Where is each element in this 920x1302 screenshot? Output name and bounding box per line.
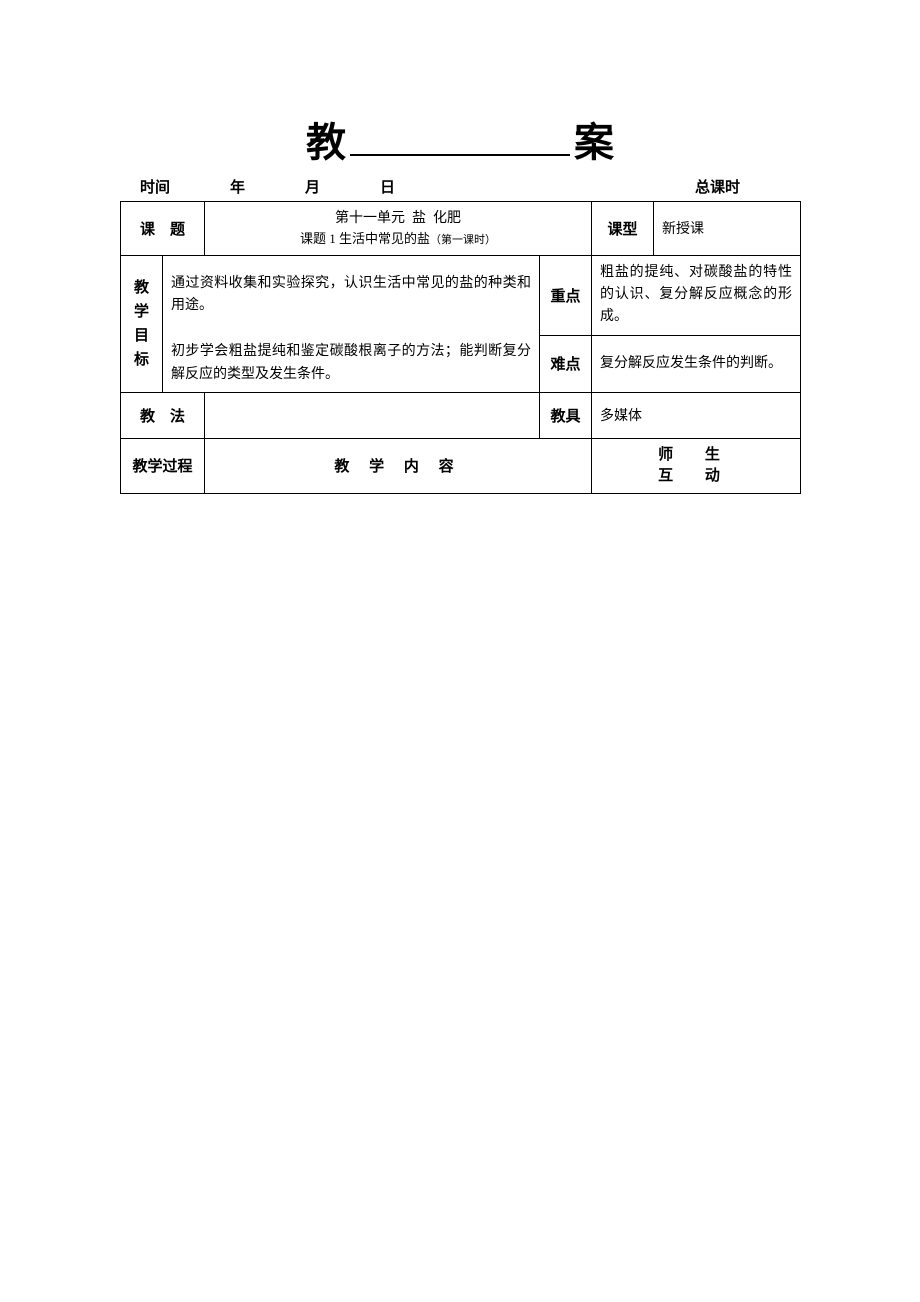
method-label-1: 教: [140, 409, 155, 425]
content-label: 教 学 内 容: [205, 438, 592, 493]
title-underline: [350, 120, 570, 156]
topic-label-2: 题: [170, 222, 185, 238]
topic-label-cell: 课 题: [121, 202, 205, 256]
interaction-line1: 师 生: [658, 447, 734, 463]
goal-text-1: 通过资料收集和实验探究，认识生活中常见的盐的种类和用途。: [163, 255, 540, 335]
class-type-label: 课型: [592, 202, 654, 256]
meta-left: 时间 年 月 日: [140, 176, 415, 197]
topic-period: （第一课时）: [430, 234, 496, 246]
goal-label-2: 学: [134, 304, 149, 320]
topic-line2: 课题 1 生活中常见的盐（第一课时）: [213, 229, 583, 249]
title-char-2: 案: [574, 110, 614, 168]
title-char-1: 教: [306, 110, 346, 168]
goal-label-1: 教: [134, 280, 149, 296]
difficulty-label: 难点: [540, 335, 592, 392]
method-value-cell: [205, 392, 540, 438]
keypoint-text: 粗盐的提纯、对碳酸盐的特性的认识、复分解反应概念的形成。: [592, 255, 801, 335]
document-title: 教 案: [120, 110, 800, 168]
row-goal-keypoint: 教 学 目 标 通过资料收集和实验探究，认识生活中常见的盐的种类和用途。 重点 …: [121, 255, 801, 335]
goal-label-3: 目: [134, 328, 149, 344]
row-method: 教 法 教具 多媒体: [121, 392, 801, 438]
topic-title: 生活中常见的盐: [339, 231, 430, 246]
topic-salt: 盐: [412, 211, 426, 226]
process-label: 教学过程: [121, 438, 205, 493]
day-label: 日: [380, 176, 395, 197]
row-process-header: 教学过程 教 学 内 容 师 生 互 动: [121, 438, 801, 493]
interaction-label-cell: 师 生 互 动: [592, 438, 801, 493]
row-topic: 课 题 第十一单元 盐 化肥 课题 1 生活中常见的盐（第一课时） 课型 新授课: [121, 202, 801, 256]
topic-line1: 第十一单元 盐 化肥: [213, 208, 583, 229]
goal-label-4: 标: [134, 352, 149, 368]
meta-row: 时间 年 月 日 总课时: [120, 176, 800, 201]
year-label: 年: [230, 176, 245, 197]
topic-section: 课题 1: [300, 231, 336, 246]
method-label-2: 法: [170, 409, 185, 425]
tools-label: 教具: [540, 392, 592, 438]
topic-fertilizer: 化肥: [433, 211, 461, 226]
total-periods-label: 总课时: [695, 176, 740, 197]
tools-value: 多媒体: [592, 392, 801, 438]
topic-unit: 第十一单元: [335, 211, 405, 226]
difficulty-text: 复分解反应发生条件的判断。: [592, 335, 801, 392]
lesson-plan-table: 课 题 第十一单元 盐 化肥 课题 1 生活中常见的盐（第一课时） 课型 新授课…: [120, 201, 801, 494]
topic-label-1: 课: [140, 222, 155, 238]
time-label: 时间: [140, 176, 170, 197]
topic-content-cell: 第十一单元 盐 化肥 课题 1 生活中常见的盐（第一课时）: [205, 202, 592, 256]
row-goal-difficulty: 初步学会粗盐提纯和鉴定碳酸根离子的方法；能判断复分解反应的类型及发生条件。 难点…: [121, 335, 801, 392]
month-label: 月: [305, 176, 320, 197]
method-label-cell: 教 法: [121, 392, 205, 438]
goal-label-cell: 教 学 目 标: [121, 255, 163, 392]
keypoint-label: 重点: [540, 255, 592, 335]
goal-text-2: 初步学会粗盐提纯和鉴定碳酸根离子的方法；能判断复分解反应的类型及发生条件。: [163, 335, 540, 392]
class-type-value: 新授课: [654, 202, 801, 256]
interaction-line2: 互 动: [658, 468, 734, 484]
